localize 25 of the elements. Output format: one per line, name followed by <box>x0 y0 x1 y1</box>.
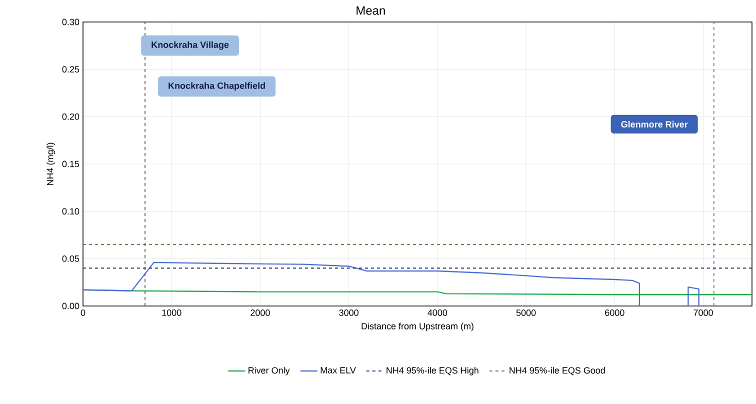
x-tick-label: 6000 <box>605 310 624 316</box>
y-tick-label: 0.20 <box>62 113 80 120</box>
annotation: Knockraha Chapelfield <box>168 82 265 91</box>
x-tick-label: 2000 <box>250 310 270 316</box>
y-tick-label: 0.05 <box>62 255 80 262</box>
x-tick-label: 1000 <box>162 310 182 316</box>
annotation: Glenmore River <box>621 120 688 128</box>
y-tick-label: 0.00 <box>62 302 80 310</box>
legend-label: NH4 95%-ile EQS Good <box>510 366 605 376</box>
chart-title: Mean <box>356 6 385 15</box>
x-tick-label: 3000 <box>339 310 358 316</box>
legend-label: River Only <box>248 366 290 376</box>
annotation: Knockraha Village <box>152 41 229 50</box>
x-tick-label: 0 <box>80 310 86 316</box>
y-tick-label: 0.15 <box>62 160 80 168</box>
legend-label: NH4 95%-ile EQS High <box>386 366 478 376</box>
y-tick-label: 0.30 <box>62 18 80 26</box>
x-tick-label: 4000 <box>428 310 448 316</box>
x-tick-label: 5000 <box>516 310 536 316</box>
y-tick-label: 0.10 <box>62 208 80 215</box>
y-tick-label: 0.25 <box>62 66 80 73</box>
x-tick-label: 7000 <box>694 310 713 316</box>
legend-label: Max ELV <box>320 367 356 374</box>
y-axis-title: NH4 (mg/l) <box>46 142 56 186</box>
x-axis-title: Distance from Upstream (m) <box>362 322 474 332</box>
